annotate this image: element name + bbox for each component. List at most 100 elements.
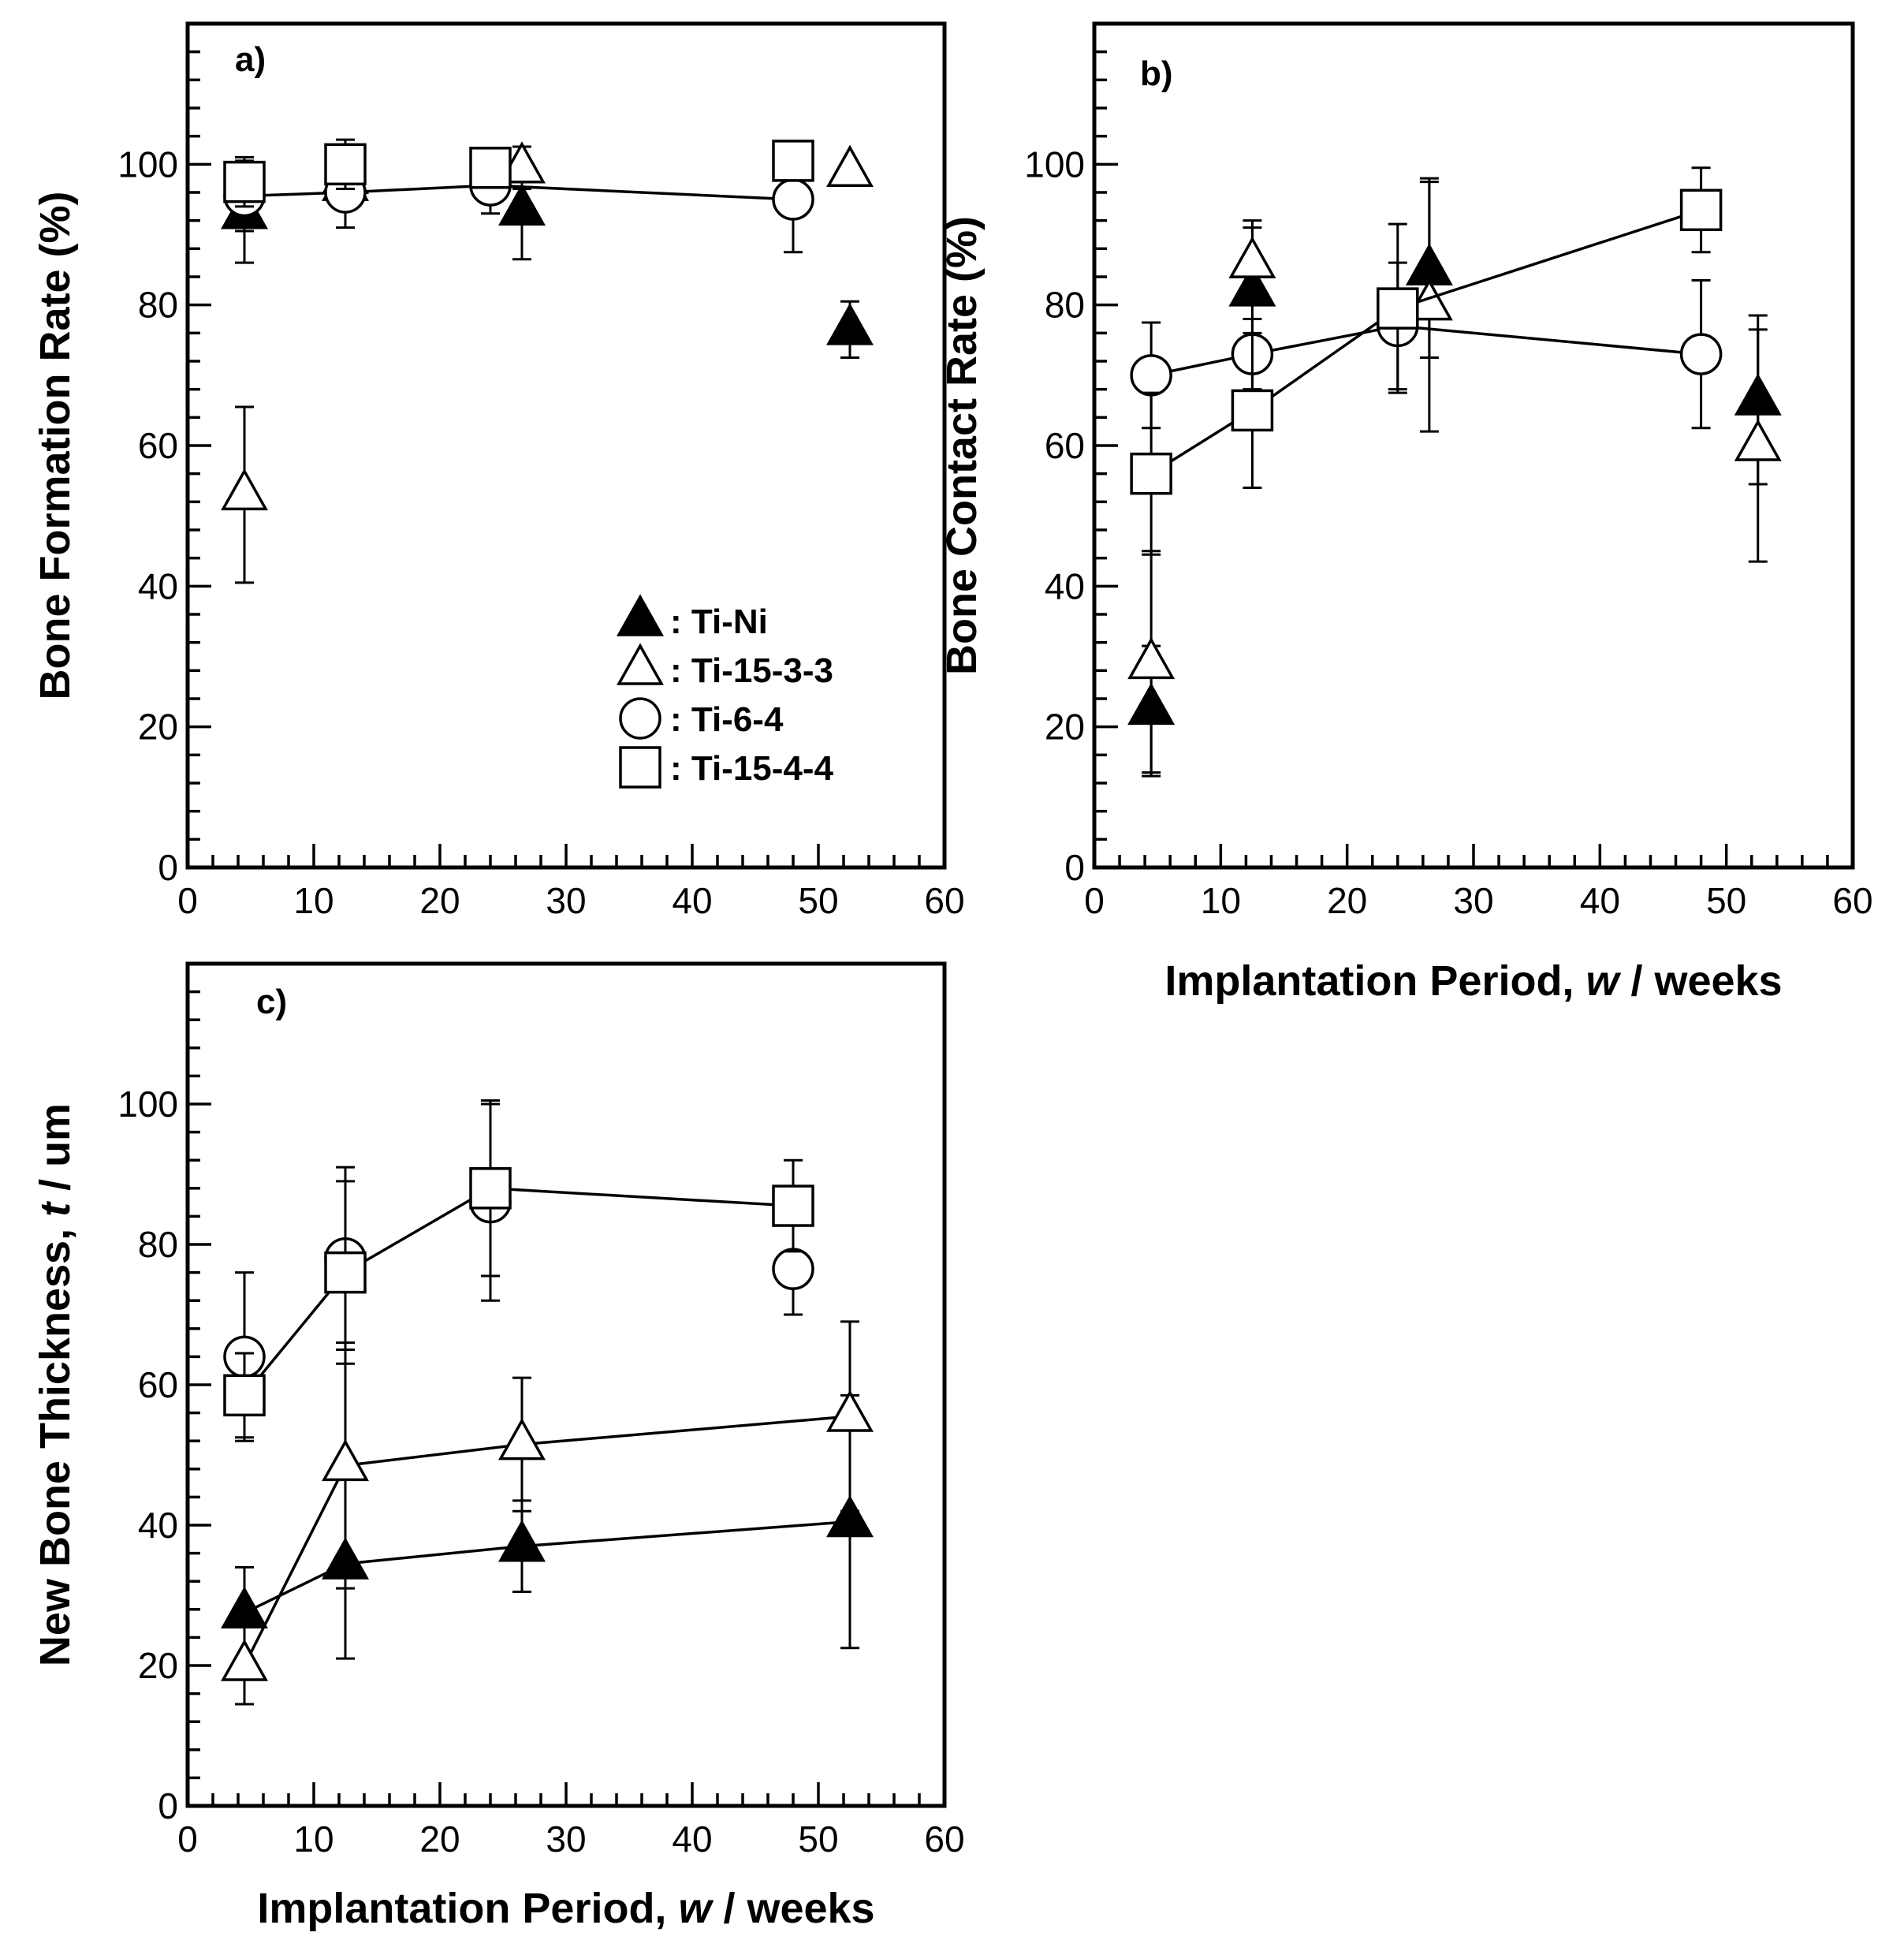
legend-label: : Ti-15-3-3 <box>670 651 833 690</box>
x-tick-label: 40 <box>672 1819 712 1860</box>
data-point <box>498 183 546 226</box>
chart-panel-c: 0 10 20 30 40 50 60 0 20 40 60 80 100 c) New Bone Thic… <box>32 961 965 1932</box>
series-line <box>1150 324 1701 377</box>
data-point <box>469 1167 512 1210</box>
y-axis-title: Bone Formation Rate (%) <box>32 191 79 699</box>
data-point <box>1679 188 1723 232</box>
data-point <box>772 140 814 182</box>
series-ti-15-3-3 <box>221 141 874 584</box>
data-point <box>324 143 367 186</box>
x-tick-label: 30 <box>1453 880 1493 921</box>
legend-marker <box>617 594 664 636</box>
y-tick-label: 60 <box>138 1364 178 1405</box>
plot-frame <box>1092 21 1855 870</box>
series-line <box>244 1520 851 1614</box>
x-tick-label: 40 <box>1580 880 1620 921</box>
plot-frame <box>185 21 947 870</box>
legend-marker <box>617 643 664 685</box>
series-ti-6-4 <box>223 1102 814 1442</box>
legend-label: : Ti-15-4-4 <box>670 749 834 788</box>
chart-panel-a: 0 10 20 30 40 50 60 0 20 40 60 80 100 a) Bone Formatio… <box>32 21 965 921</box>
data-point <box>221 1586 268 1628</box>
y-tick-label: 0 <box>158 847 178 888</box>
data-point <box>1130 354 1172 397</box>
panel-label: a) <box>235 40 266 79</box>
y-tick-label: 40 <box>1045 565 1085 606</box>
series-line <box>244 184 794 201</box>
x-tick-label: 0 <box>177 1819 198 1860</box>
series-ti-15-4-4 <box>223 1099 814 1439</box>
y-tick-label: 60 <box>1045 425 1085 466</box>
data-point <box>223 1374 266 1417</box>
panel-label: c) <box>256 983 287 1021</box>
legend-marker <box>619 697 661 740</box>
y-tick-label: 20 <box>138 1645 178 1686</box>
chart-panel-b: 0 10 20 30 40 50 60 0 20 40 60 80 100 b) Bone Contact … <box>938 21 1873 1005</box>
y-tick-label: 20 <box>1045 707 1085 748</box>
series-ti-ni <box>221 1393 874 1660</box>
x-axis-title: Implantation Period, w / weeks <box>257 1885 874 1932</box>
x-tick-label: 10 <box>1201 880 1241 921</box>
data-point <box>826 144 874 187</box>
x-tick-label: 20 <box>1327 880 1367 921</box>
x-tick-label: 40 <box>672 880 712 921</box>
x-tick-label: 30 <box>546 1819 586 1860</box>
data-point <box>826 303 874 345</box>
data-point <box>1228 236 1276 278</box>
series-ti-ni <box>221 159 874 360</box>
y-axis-title: Bone Contact Rate (%) <box>938 216 986 675</box>
y-tick-label: 20 <box>138 707 178 748</box>
data-point <box>1130 452 1172 495</box>
data-point <box>1734 419 1782 461</box>
x-tick-label: 60 <box>924 1819 964 1860</box>
y-tick-label: 100 <box>117 1084 178 1125</box>
data-point <box>324 1251 367 1294</box>
data-point <box>223 160 266 203</box>
x-tick-label: 0 <box>1084 880 1105 921</box>
x-tick-label: 20 <box>419 880 460 921</box>
x-tick-label: 60 <box>1832 880 1872 921</box>
data-point <box>826 1390 874 1432</box>
y-tick-label: 100 <box>117 144 178 185</box>
legend: : Ti-Ni : Ti-15-3-3 : Ti-6-4 : Ti-15-4-4 <box>617 594 834 789</box>
y-tick-label: 80 <box>138 1224 178 1265</box>
series-ti-15-3-3 <box>1127 177 1782 778</box>
y-tick-label: 80 <box>138 285 178 326</box>
x-tick-label: 10 <box>293 1819 333 1860</box>
y-tick-label: 40 <box>138 1505 178 1546</box>
series-line <box>1150 208 1702 476</box>
panel-label: b) <box>1140 54 1173 93</box>
data-point <box>498 1418 546 1460</box>
legend-label: : Ti-Ni <box>670 602 768 641</box>
y-tick-label: 40 <box>138 565 178 606</box>
series-ti-15-4-4 <box>223 138 814 208</box>
x-tick-label: 0 <box>177 880 198 921</box>
data-point <box>469 147 512 189</box>
x-tick-label: 10 <box>293 880 333 921</box>
plot-frame <box>185 961 947 1808</box>
data-point <box>772 178 814 221</box>
y-axis-title: New Bone Thickness, t / um <box>32 1103 79 1666</box>
data-point <box>221 1639 268 1681</box>
series-ti-15-3-3 <box>221 1320 874 1706</box>
data-point <box>1679 333 1723 375</box>
y-tick-label: 80 <box>1045 285 1085 326</box>
legend-marker <box>619 746 661 789</box>
legend-label: : Ti-6-4 <box>670 700 784 739</box>
x-tick-label: 60 <box>924 880 964 921</box>
series-ti-15-4-4 <box>1130 166 1723 556</box>
y-tick-label: 60 <box>138 425 178 466</box>
data-point <box>1377 287 1419 330</box>
y-tick-label: 0 <box>158 1785 178 1826</box>
data-point <box>1231 389 1274 432</box>
data-point <box>498 1520 546 1562</box>
data-point <box>1127 636 1176 680</box>
data-point <box>826 1494 874 1538</box>
y-tick-label: 0 <box>1064 847 1085 888</box>
series-line <box>243 1415 851 1666</box>
data-point <box>772 1248 814 1290</box>
data-point <box>772 1184 814 1227</box>
series-ti-ni <box>1127 181 1782 774</box>
x-tick-label: 50 <box>798 880 838 921</box>
